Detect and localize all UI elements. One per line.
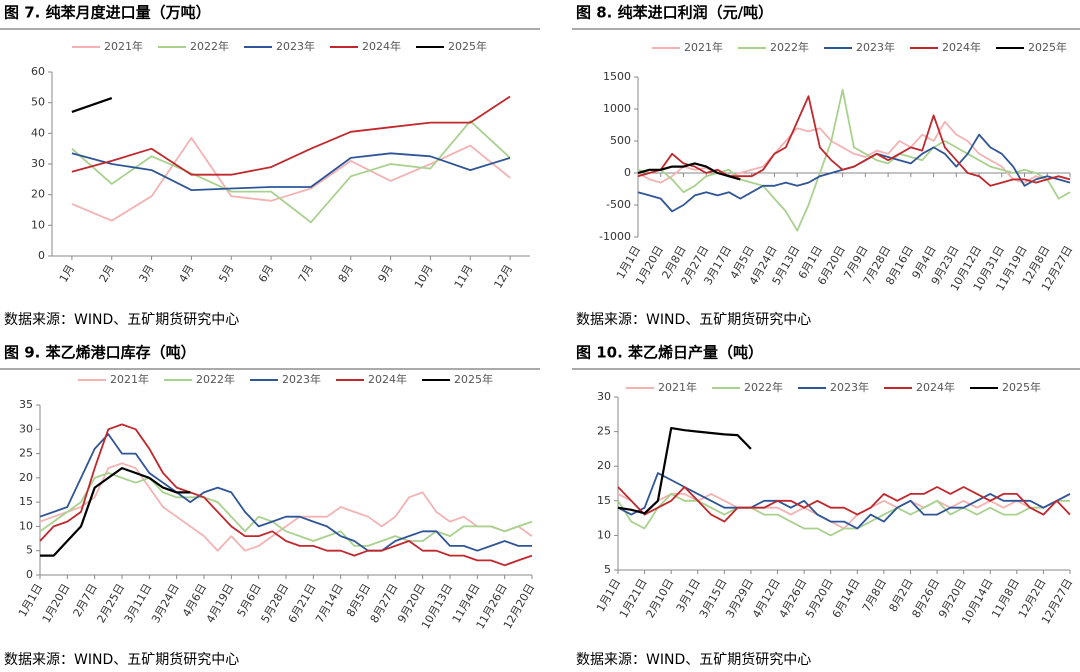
x-tick-label: 5月 xyxy=(216,263,236,285)
x-tick-label: 1月1日 xyxy=(594,577,623,615)
series-line xyxy=(637,88,1071,232)
legend-label: 2023年 xyxy=(282,372,321,386)
x-tick-label: 8月2日 xyxy=(886,577,915,615)
series-line xyxy=(39,472,533,547)
series-line xyxy=(39,462,533,552)
y-tick-label: 50 xyxy=(31,96,45,109)
legend-label: 2023年 xyxy=(276,39,315,53)
legend-label: 2025年 xyxy=(1028,40,1067,54)
y-tick-label: 0 xyxy=(38,249,45,262)
legend-label: 2024年 xyxy=(362,39,401,53)
series-line xyxy=(617,427,752,515)
x-tick-label: 7月 xyxy=(296,263,316,285)
x-tick-label: 1月 xyxy=(57,263,77,285)
y-tick-label: 0 xyxy=(26,568,33,581)
series-line xyxy=(40,467,191,557)
legend-label: 2024年 xyxy=(916,380,955,394)
chart-title: 图 9. 苯乙烯港口库存（吨） xyxy=(4,344,196,362)
x-tick-label: 9月 xyxy=(376,263,396,285)
x-tick-label: 11月 xyxy=(452,263,476,291)
series-line xyxy=(39,423,533,567)
y-tick-label: 1000 xyxy=(603,102,631,115)
x-tick-label: 2月 xyxy=(97,263,117,285)
y-tick-label: 5 xyxy=(26,544,33,557)
y-tick-label: 10 xyxy=(31,218,45,231)
y-tick-label: 5 xyxy=(604,563,611,576)
x-tick-label: 8月 xyxy=(336,263,356,285)
legend-label: 2025年 xyxy=(448,39,487,53)
legend-label: 2022年 xyxy=(744,380,783,394)
chart-title: 图 8. 纯苯进口利润（元/吨） xyxy=(576,4,773,22)
series-line xyxy=(617,472,1071,530)
series-line xyxy=(617,486,1071,523)
legend-label: 2021年 xyxy=(110,372,149,386)
legend-label: 2021年 xyxy=(684,40,723,54)
series-line xyxy=(71,95,511,176)
series-line xyxy=(71,152,511,191)
x-tick-label: 7月8日 xyxy=(860,577,889,615)
source-note: 数据来源：WIND、五矿期货研究中心 xyxy=(4,651,239,668)
legend-label: 2022年 xyxy=(770,40,809,54)
x-tick-label: 4月 xyxy=(176,263,196,285)
x-tick-label: 8月5日 xyxy=(344,582,373,620)
y-tick-label: 20 xyxy=(31,188,45,201)
y-tick-label: 30 xyxy=(19,422,33,435)
y-tick-label: 20 xyxy=(19,471,33,484)
x-tick-label: 4月6日 xyxy=(180,582,209,620)
y-tick-label: 30 xyxy=(597,390,611,403)
y-tick-label: 15 xyxy=(597,494,611,507)
x-tick-label: 2月7日 xyxy=(71,582,100,620)
legend-label: 2025年 xyxy=(1002,380,1041,394)
y-tick-label: 40 xyxy=(31,126,45,139)
series-line xyxy=(71,97,113,113)
y-tick-label: 10 xyxy=(19,519,33,532)
series-line xyxy=(71,120,511,224)
x-tick-label: 10月 xyxy=(412,263,436,291)
chart-title: 图 7. 纯苯月度进口量（万吨） xyxy=(4,4,211,22)
x-tick-label: 3月1日 xyxy=(674,577,703,615)
x-tick-label: 12月 xyxy=(492,263,516,291)
y-tick-label: 10 xyxy=(597,528,611,541)
legend-label: 2024年 xyxy=(942,40,981,54)
y-tick-label: -1000 xyxy=(599,230,631,243)
y-tick-label: 15 xyxy=(19,495,33,508)
y-tick-label: -500 xyxy=(606,198,631,211)
x-tick-label: 5月6日 xyxy=(235,582,264,620)
y-tick-label: 20 xyxy=(597,459,611,472)
y-tick-label: 30 xyxy=(31,157,45,170)
legend-label: 2022年 xyxy=(190,39,229,53)
y-tick-label: 25 xyxy=(19,447,33,460)
legend-label: 2023年 xyxy=(856,40,895,54)
series-line xyxy=(637,95,1071,187)
x-tick-label: 1月1日 xyxy=(16,582,45,620)
source-note: 数据来源：WIND、五矿期货研究中心 xyxy=(576,311,811,328)
legend-label: 2023年 xyxy=(830,380,869,394)
y-tick-label: 35 xyxy=(19,398,33,411)
chart-title: 图 10. 苯乙烯日产量（吨） xyxy=(576,344,763,362)
x-tick-label: 3月 xyxy=(137,263,157,285)
y-tick-label: 0 xyxy=(624,166,631,179)
legend-label: 2024年 xyxy=(368,372,407,386)
legend-label: 2025年 xyxy=(454,372,493,386)
series-line xyxy=(617,493,1070,537)
series-line xyxy=(39,433,532,552)
legend-label: 2022年 xyxy=(196,372,235,386)
y-tick-label: 1500 xyxy=(603,70,631,83)
source-note: 数据来源：WIND、五矿期货研究中心 xyxy=(576,651,811,668)
y-tick-label: 500 xyxy=(610,134,631,147)
y-tick-label: 60 xyxy=(31,65,45,78)
legend-label: 2021年 xyxy=(104,39,143,53)
legend-label: 2021年 xyxy=(658,380,697,394)
series-line xyxy=(71,137,511,222)
source-note: 数据来源：WIND、五矿期货研究中心 xyxy=(4,311,239,328)
y-tick-label: 25 xyxy=(597,425,611,438)
series-line xyxy=(637,162,741,181)
series-line xyxy=(617,493,1071,530)
x-tick-label: 6月 xyxy=(256,263,276,285)
